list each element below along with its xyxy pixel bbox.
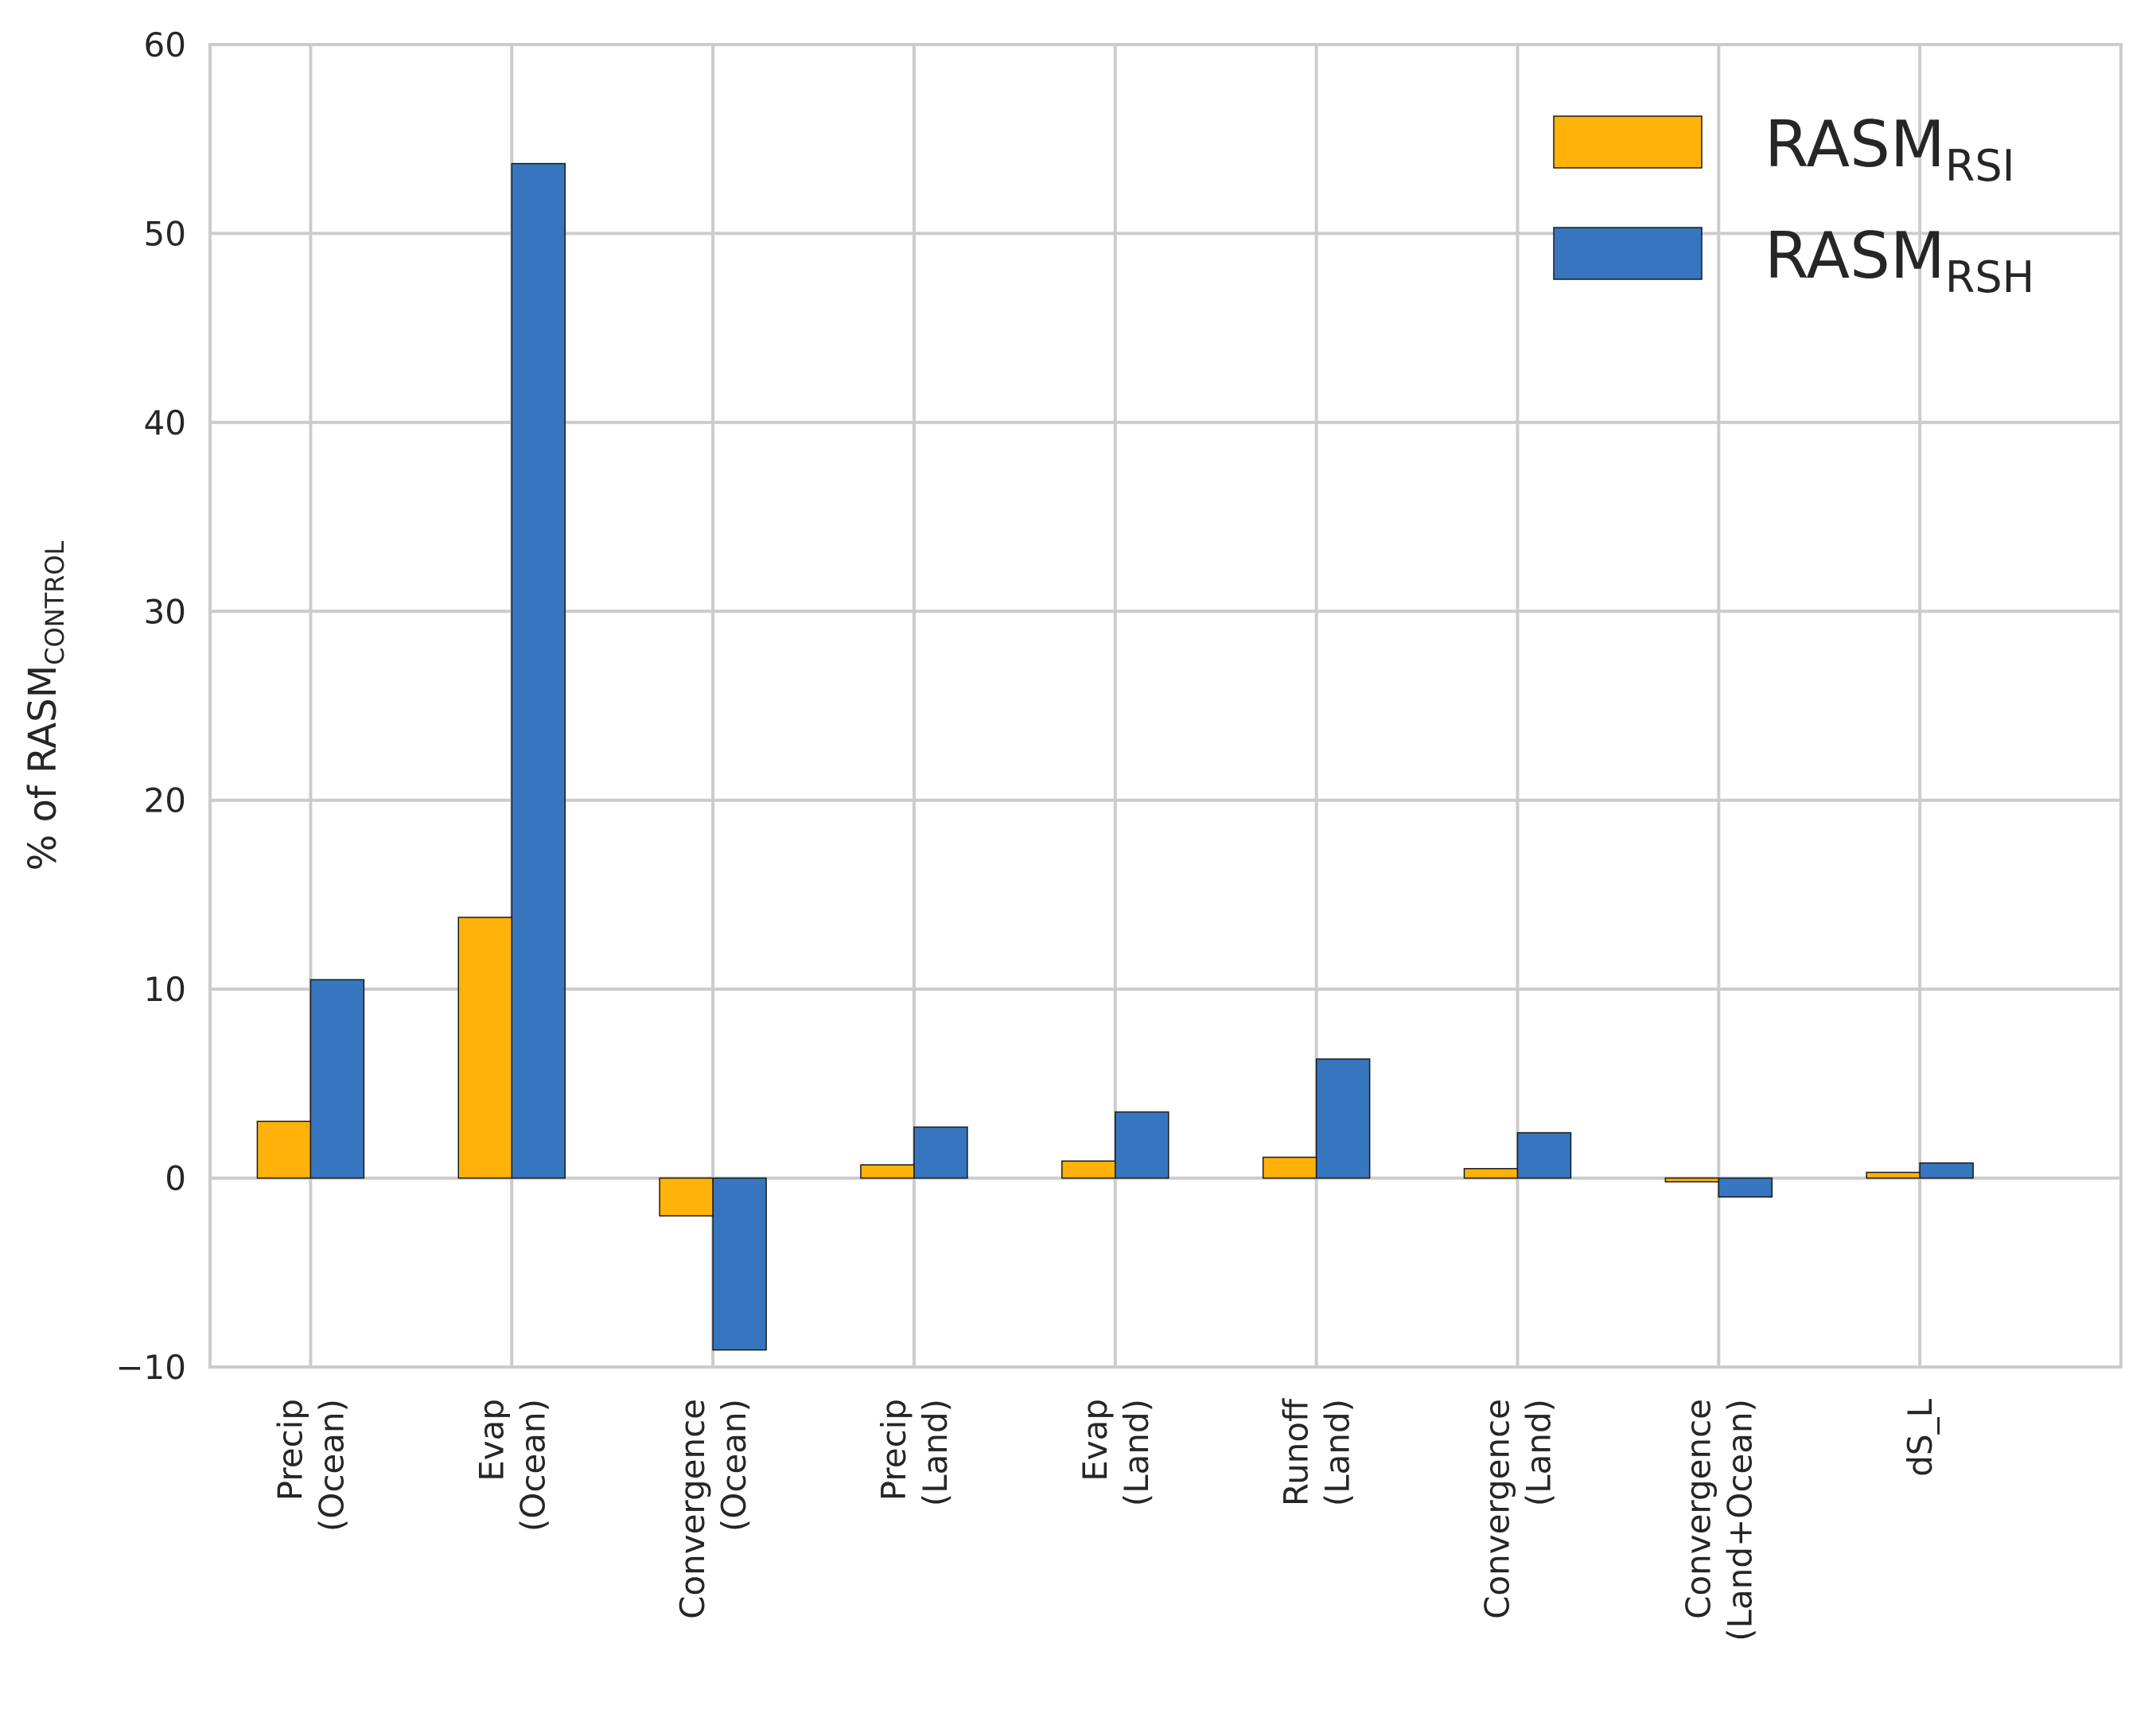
bar-rsi-2 [659, 1177, 714, 1217]
x-tick-label-text: Runoff(Land) [1277, 1398, 1357, 1506]
y-tick-labels: −10 0 10 20 30 40 50 60 [115, 25, 186, 1387]
y-tick-label: 60 [144, 25, 186, 64]
bar-rsh-8 [1919, 1162, 1974, 1179]
x-tick-label-text: Convergence(Land+Ocean) [1679, 1399, 1759, 1641]
legend-label-rsh: RASMRSH [1765, 219, 2034, 302]
legend: RASMRSI RASMRSH [1553, 107, 2034, 302]
bar-rsi-1 [457, 917, 513, 1179]
y-tick-label: 20 [144, 781, 186, 820]
x-tick-label: Evap(Ocean) [472, 1399, 552, 1532]
x-tick-label-text: Precip(Land) [874, 1399, 955, 1506]
bar-rsi-3 [860, 1164, 915, 1179]
x-tick-label: Precip(Land) [874, 1399, 955, 1506]
x-tick-label-text: Convergence(Land) [1477, 1399, 1558, 1619]
bar-rsh-7 [1718, 1177, 1773, 1198]
y-tick-label: 0 [165, 1159, 186, 1198]
bar-rsi-4 [1061, 1160, 1116, 1179]
bar-rsi-5 [1262, 1156, 1317, 1179]
y-tick-label: −10 [115, 1348, 186, 1387]
x-tick-label-text: Evap(Land) [1076, 1399, 1156, 1506]
x-tick-label: Convergence(Land) [1477, 1399, 1558, 1619]
x-tick-label: dS_L [1901, 1398, 1940, 1476]
x-tick-labels: Precip(Ocean) Evap(Ocean) Convergence(Ocea… [270, 1398, 1940, 1641]
x-tick-label: Precip(Ocean) [270, 1399, 351, 1532]
y-tick-label: 30 [144, 592, 186, 631]
bar-rsh-5 [1315, 1058, 1371, 1179]
x-tick-label-text: Convergence(Ocean) [673, 1399, 753, 1619]
x-tick-label: Convergence(Land+Ocean) [1679, 1399, 1759, 1641]
legend-swatch-rsh [1553, 227, 1703, 280]
bar-rsh-2 [712, 1177, 767, 1351]
x-tick-label-text: Precip(Ocean) [270, 1399, 351, 1532]
bar-rsh-1 [511, 162, 566, 1179]
y-tick-label: 50 [144, 214, 186, 253]
y-tick-label: 10 [144, 970, 186, 1009]
x-tick-label: Runoff(Land) [1277, 1398, 1357, 1506]
legend-label-rsi: RASMRSI [1765, 107, 2015, 191]
bar-rsh-0 [309, 979, 365, 1179]
y-axis-title-main: % of RASM [21, 665, 65, 871]
bar-rsi-0 [256, 1120, 312, 1179]
x-tick-label-text: dS_L [1901, 1398, 1940, 1476]
x-tick-label-text: Evap(Ocean) [472, 1399, 552, 1532]
bar-rsh-3 [913, 1126, 968, 1179]
x-tick-label: Convergence(Ocean) [673, 1399, 753, 1619]
x-tick-label: Evap(Land) [1076, 1399, 1156, 1506]
y-axis-title: % of RASMCONTROL [21, 540, 70, 870]
plot-frame [208, 43, 2123, 1369]
bar-rsi-6 [1463, 1167, 1519, 1179]
y-tick-label: 40 [144, 403, 186, 442]
bars [256, 162, 1974, 1351]
bar-rsh-6 [1516, 1131, 1572, 1179]
bar-rsi-7 [1664, 1177, 1720, 1183]
bar-rsi-8 [1866, 1171, 1921, 1179]
y-axis-title-subscript: CONTROL [40, 540, 70, 664]
bar-rsh-4 [1115, 1111, 1169, 1179]
legend-swatch-rsi [1553, 115, 1703, 169]
